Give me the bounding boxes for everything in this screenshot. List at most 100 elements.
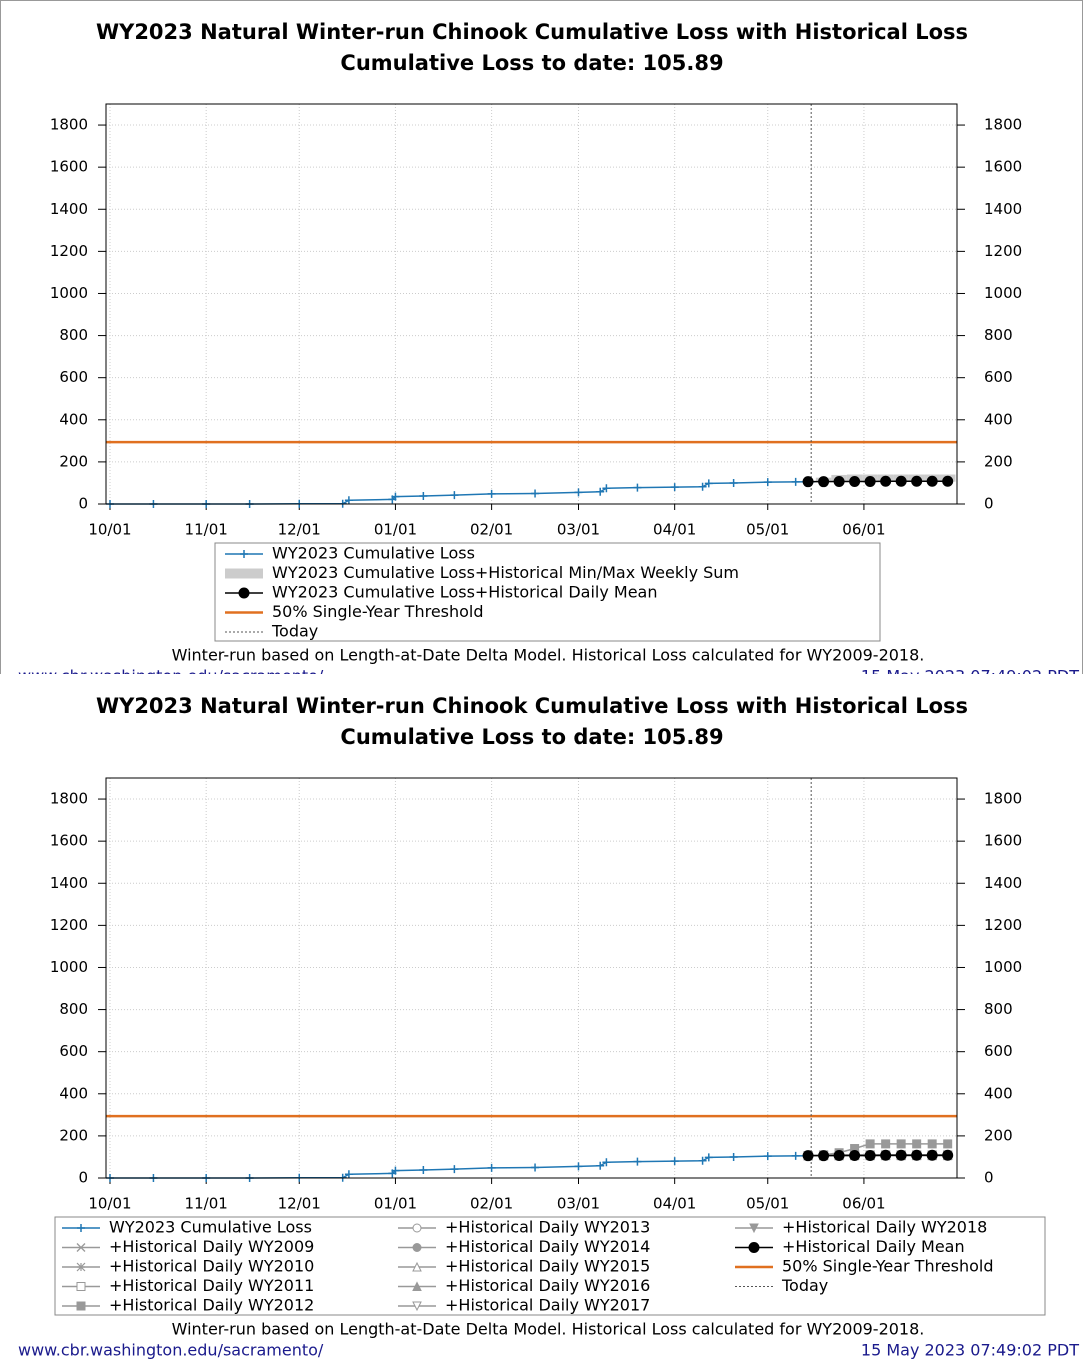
series-line xyxy=(808,1143,948,1157)
y-tick-label: 400 xyxy=(59,1084,88,1102)
legend-item: +Historical Daily WY2012 xyxy=(62,1296,314,1315)
y2-tick-label: 0 xyxy=(984,495,994,513)
point xyxy=(531,489,540,498)
legend-item: +Historical Daily WY2016 xyxy=(398,1276,650,1295)
legend-label: +Historical Daily WY2010 xyxy=(109,1257,314,1276)
y-tick-label: 1800 xyxy=(50,790,88,808)
legend-label: +Historical Daily WY2016 xyxy=(445,1276,650,1295)
legend-label: WY2023 Cumulative Loss xyxy=(272,544,475,563)
point xyxy=(704,1153,713,1162)
point xyxy=(896,1139,906,1149)
legend-item: +Historical Daily WY2010 xyxy=(62,1257,314,1276)
legend-label: +Historical Daily WY2012 xyxy=(109,1296,314,1315)
plot-frame xyxy=(105,103,958,505)
point xyxy=(574,1162,583,1171)
legend-item: 50% Single-Year Threshold xyxy=(735,1257,994,1276)
point xyxy=(391,492,400,501)
y2-tick-label: 0 xyxy=(984,1169,994,1187)
y2-tick-label: 800 xyxy=(984,326,1013,344)
y-tick-label: 1000 xyxy=(50,958,88,976)
point xyxy=(670,483,679,492)
point xyxy=(849,1149,861,1161)
legend-label: +Historical Daily Mean xyxy=(782,1237,965,1256)
point xyxy=(487,1163,496,1172)
point xyxy=(763,1152,772,1161)
timestamp: 15 May 2023 07:49:02 PDT xyxy=(861,667,1079,675)
y-tick-label: 1200 xyxy=(50,242,88,260)
point xyxy=(596,487,605,496)
point xyxy=(865,1139,875,1149)
point xyxy=(926,475,938,487)
legend-marker xyxy=(412,1223,422,1233)
point xyxy=(833,475,845,487)
point xyxy=(912,1139,922,1149)
y2-tick-label: 800 xyxy=(984,1000,1013,1018)
point xyxy=(698,482,707,491)
x-tick-label: 02/01 xyxy=(470,521,513,539)
y2-tick-label: 1400 xyxy=(984,200,1022,218)
legend-label: +Historical Daily WY2015 xyxy=(445,1257,650,1276)
point xyxy=(926,1149,938,1161)
legend-item: +Historical Daily WY2018 xyxy=(735,1218,987,1237)
legend-item: +Historical Daily WY2009 xyxy=(62,1237,314,1256)
y-tick-label: 600 xyxy=(59,368,88,386)
legend-marker xyxy=(76,1243,86,1252)
y-tick-label: 600 xyxy=(59,1042,88,1060)
y2-tick-label: 1000 xyxy=(984,284,1022,302)
y-tick-label: 1600 xyxy=(50,158,88,176)
legend-label: +Historical Daily WY2017 xyxy=(445,1296,650,1315)
point xyxy=(864,1149,876,1161)
point xyxy=(881,1139,891,1149)
footnote: Winter-run based on Length-at-Date Delta… xyxy=(172,646,925,665)
point xyxy=(602,484,611,493)
x-tick-label: 04/01 xyxy=(653,521,696,539)
y-tick-label: 400 xyxy=(59,410,88,428)
y-tick-label: 1600 xyxy=(50,832,88,850)
x-tick-label: 03/01 xyxy=(557,1195,600,1213)
point xyxy=(419,1166,428,1174)
chart-title: WY2023 Natural Winter-run Chinook Cumula… xyxy=(96,20,968,44)
y2-tick-label: 1400 xyxy=(984,874,1022,892)
point xyxy=(818,1150,830,1162)
y2-tick-label: 400 xyxy=(984,410,1013,428)
point xyxy=(763,478,772,487)
legend-item: +Historical Daily WY2017 xyxy=(398,1296,650,1315)
legend-item: WY2023 Cumulative Loss+Historical Daily … xyxy=(225,583,658,602)
footnote: Winter-run based on Length-at-Date Delta… xyxy=(172,1320,925,1339)
x-tick-label: 10/01 xyxy=(88,521,131,539)
legend-marker xyxy=(76,1282,86,1291)
point xyxy=(670,1157,679,1166)
legend-marker xyxy=(748,1242,760,1253)
x-tick-label: 12/01 xyxy=(278,1195,321,1213)
plot-frame xyxy=(105,777,958,1179)
point xyxy=(531,1163,540,1172)
legend-label: 50% Single-Year Threshold xyxy=(782,1257,994,1276)
point xyxy=(487,489,496,498)
legend-item: 50% Single-Year Threshold xyxy=(225,602,484,621)
legend-item: +Historical Daily WY2014 xyxy=(398,1237,650,1256)
legend-marker xyxy=(412,1261,422,1272)
legend-item: +Historical Daily WY2013 xyxy=(398,1218,650,1237)
legend-item: WY2023 Cumulative Loss xyxy=(225,544,475,563)
legend-item: WY2023 Cumulative Loss+Historical Min/Ma… xyxy=(225,563,739,582)
legend-label: +Historical Daily WY2013 xyxy=(445,1218,650,1237)
chart-panel: WY2023 Natural Winter-run Chinook Cumula… xyxy=(0,0,1083,674)
legend-marker xyxy=(77,1224,85,1232)
point xyxy=(633,1157,642,1166)
legend-swatch xyxy=(225,568,263,579)
point xyxy=(802,1150,814,1162)
legend-label: +Historical Daily WY2018 xyxy=(782,1218,987,1237)
source-url: www.cbr.washington.edu/sacramento/ xyxy=(18,1341,324,1360)
point xyxy=(391,1166,400,1175)
legend-item: Today xyxy=(735,1276,828,1295)
y-tick-label: 0 xyxy=(78,495,88,513)
y-tick-label: 800 xyxy=(59,1000,88,1018)
point xyxy=(880,475,892,487)
x-tick-label: 12/01 xyxy=(278,521,321,539)
timestamp: 15 May 2023 07:49:02 PDT xyxy=(861,1341,1079,1360)
legend-label: +Historical Daily WY2009 xyxy=(109,1237,314,1256)
point xyxy=(864,475,876,487)
x-tick-label: 04/01 xyxy=(653,1195,696,1213)
plot-area xyxy=(106,778,957,1178)
